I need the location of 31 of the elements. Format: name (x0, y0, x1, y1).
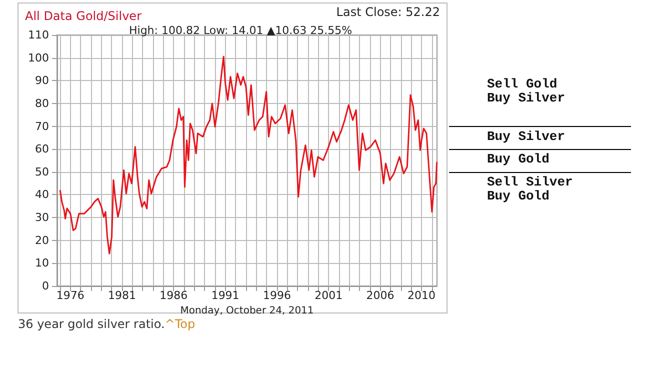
y-tick-label: 100 (28, 51, 49, 64)
x-tick-label: 2006 (366, 289, 394, 302)
text: Last Close: 52.22 (336, 5, 440, 19)
y-tick-label: 10 (35, 256, 49, 270)
y-tick-label: 50 (35, 165, 49, 178)
line-series (59, 56, 438, 254)
x-tick-label: 1981 (108, 289, 136, 302)
x-tick-label: 1996 (262, 289, 291, 302)
chart-subtitle: High: 100.82 Low: 14.01 ▲10.63 25.55% (129, 24, 352, 37)
x-tick-label: 1991 (211, 289, 240, 302)
y-tick-label: 60 (35, 142, 49, 156)
y-tick-label: 110 (28, 28, 49, 42)
x-tick-label: 1986 (160, 289, 188, 302)
y-tick-label: 20 (35, 234, 49, 247)
y-tick-label: 80 (35, 96, 49, 110)
x-tick-label: 1976 (56, 289, 84, 302)
text: ^Top (164, 317, 196, 331)
y-tick-label: 30 (35, 211, 49, 224)
x-tick-label: 2010 (408, 289, 436, 302)
chart-title: All Data Gold/Silver (25, 9, 142, 23)
ref-line-label: Buy Silver (487, 128, 566, 144)
text: 36 year gold silver ratio. (18, 317, 165, 331)
y-tick-label: 0 (42, 280, 49, 292)
ref-line-label: Buy Gold (487, 152, 550, 167)
ref-line-label: Sell Silver Buy Gold (487, 174, 573, 204)
x-axis-title: Monday, October 24, 2011 (180, 305, 314, 316)
x-tick-label: 2001 (314, 289, 343, 302)
text: Sell Gold Buy Silver (487, 76, 566, 106)
y-tick-label: 90 (35, 74, 49, 88)
y-tick-label: 70 (35, 120, 49, 133)
y-tick-label: 40 (35, 188, 49, 202)
